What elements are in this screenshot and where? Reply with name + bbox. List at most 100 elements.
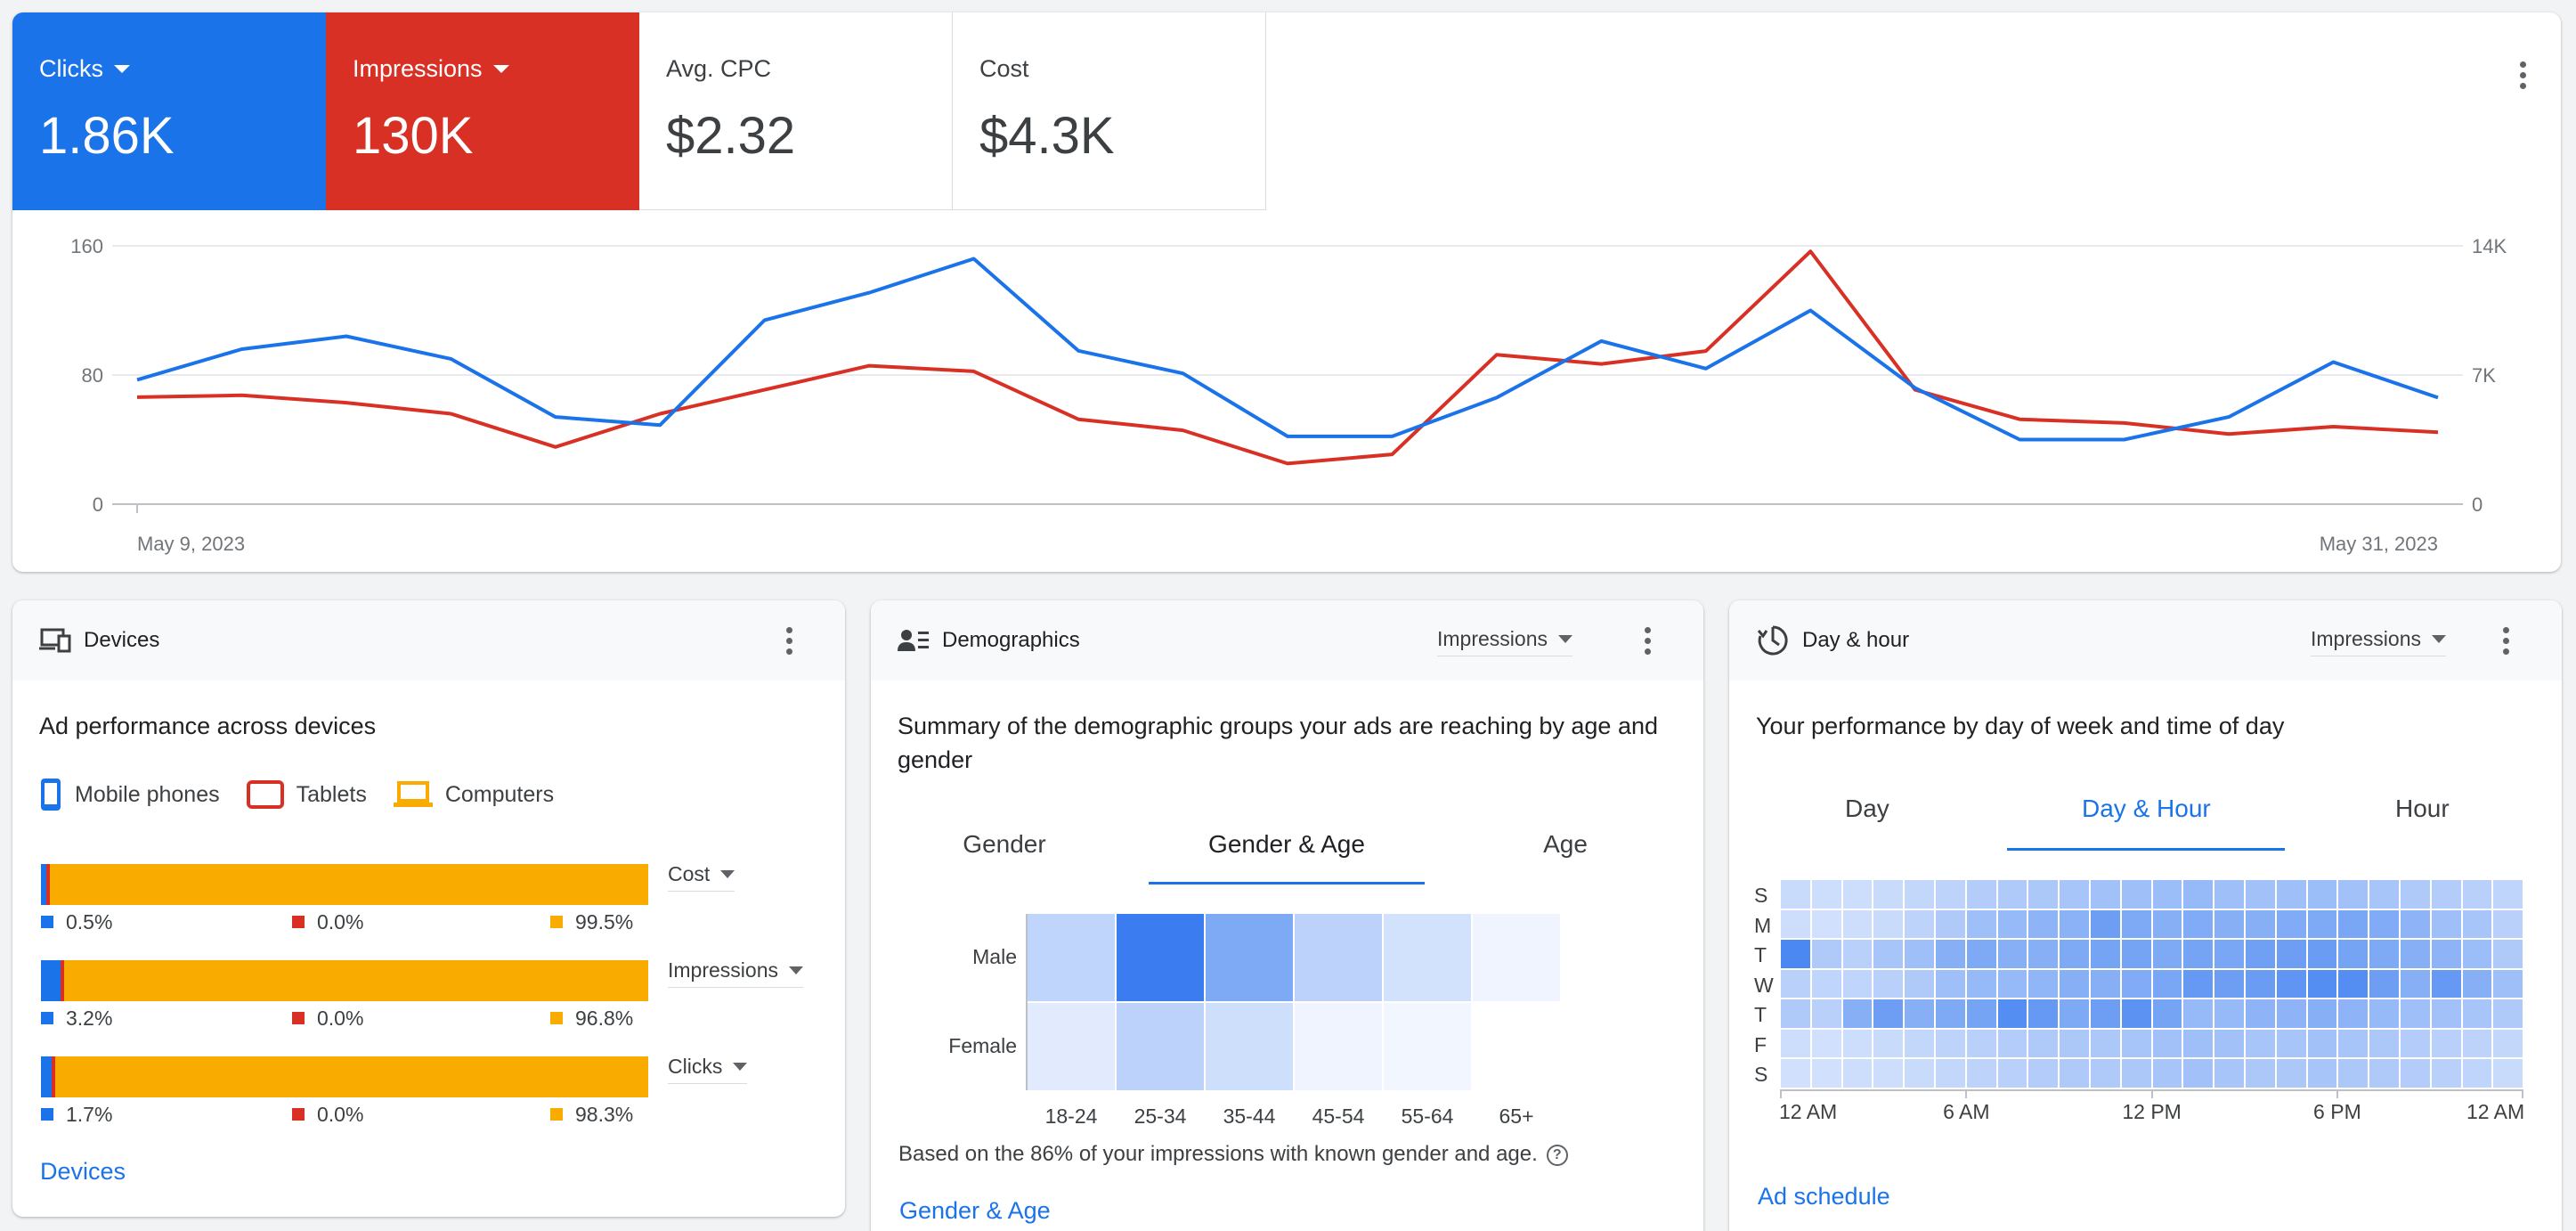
ad-schedule-link[interactable]: Ad schedule — [1758, 1183, 1890, 1210]
heatmap-cell[interactable] — [2246, 880, 2275, 909]
heatmap-cell[interactable] — [2214, 909, 2244, 938]
heatmap-cell[interactable] — [2401, 999, 2430, 1028]
heatmap-cell[interactable] — [1473, 914, 1560, 1001]
heatmap-cell[interactable] — [1028, 914, 1115, 1001]
heatmap-cell[interactable] — [2369, 969, 2399, 998]
heatmap-cell[interactable] — [1936, 909, 1965, 938]
heatmap-cell[interactable] — [1781, 1059, 1810, 1088]
heatmap-cell[interactable] — [2276, 969, 2306, 998]
heatmap-cell[interactable] — [2462, 999, 2492, 1028]
heatmap-cell[interactable] — [1473, 1003, 1560, 1090]
heatmap-cell[interactable] — [2369, 999, 2399, 1028]
heatmap-cell[interactable] — [2121, 999, 2151, 1028]
heatmap-cell[interactable] — [1028, 1003, 1115, 1090]
heatmap-cell[interactable] — [2246, 999, 2275, 1028]
heatmap-cell[interactable] — [2462, 909, 2492, 938]
heatmap-cell[interactable] — [1997, 880, 2027, 909]
heatmap-cell[interactable] — [2462, 969, 2492, 998]
heatmap-cell[interactable] — [2462, 880, 2492, 909]
heatmap-cell[interactable] — [2183, 999, 2214, 1028]
heatmap-cell[interactable] — [1781, 999, 1810, 1028]
heatmap-cell[interactable] — [2060, 1029, 2089, 1057]
heatmap-cell[interactable] — [2152, 909, 2182, 938]
heatmap-cell[interactable] — [1206, 1003, 1293, 1090]
heatmap-cell[interactable] — [2028, 940, 2059, 968]
heatmap-cell[interactable] — [2091, 1029, 2120, 1057]
heatmap-cell[interactable] — [1936, 940, 1965, 968]
heatmap-cell[interactable] — [1811, 880, 1841, 909]
heatmap-cell[interactable] — [2338, 969, 2369, 998]
heatmap-cell[interactable] — [2091, 909, 2120, 938]
heatmap-cell[interactable] — [2152, 969, 2182, 998]
heatmap-cell[interactable] — [2246, 909, 2275, 938]
heatmap-cell[interactable] — [1842, 940, 1873, 968]
heatmap-cell[interactable] — [2091, 940, 2120, 968]
heatmap-cell[interactable] — [1905, 880, 1934, 909]
heatmap-cell[interactable] — [1842, 1059, 1873, 1088]
heatmap-cell[interactable] — [1811, 1029, 1841, 1057]
heatmap-cell[interactable] — [1905, 999, 1934, 1028]
heatmap-cell[interactable] — [2121, 880, 2151, 909]
heatmap-cell[interactable] — [1936, 880, 1965, 909]
gender-age-link[interactable]: Gender & Age — [899, 1197, 1051, 1224]
metric-select[interactable]: Impressions — [2311, 627, 2446, 656]
heatmap-cell[interactable] — [2060, 940, 2089, 968]
heatmap-cell[interactable] — [1966, 969, 1996, 998]
heatmap-cell[interactable] — [1873, 940, 1904, 968]
heatmap-cell[interactable] — [1966, 1059, 1996, 1088]
heatmap-cell[interactable] — [2338, 909, 2369, 938]
heatmap-cell[interactable] — [1384, 914, 1471, 1001]
heatmap-cell[interactable] — [1873, 1029, 1904, 1057]
device-metric-select[interactable]: Impressions — [668, 958, 803, 988]
heatmap-cell[interactable] — [2369, 940, 2399, 968]
heatmap-cell[interactable] — [2338, 880, 2369, 909]
heatmap-cell[interactable] — [2431, 909, 2461, 938]
heatmap-cell[interactable] — [2493, 880, 2523, 909]
heatmap-cell[interactable] — [2338, 1029, 2369, 1057]
heatmap-cell[interactable] — [1206, 914, 1293, 1001]
heatmap-cell[interactable] — [1905, 909, 1934, 938]
heatmap-cell[interactable] — [1781, 880, 1810, 909]
heatmap-cell[interactable] — [2028, 909, 2059, 938]
heatmap-cell[interactable] — [2431, 969, 2461, 998]
heatmap-cell[interactable] — [2307, 940, 2337, 968]
heatmap-cell[interactable] — [2276, 909, 2306, 938]
heatmap-cell[interactable] — [1781, 1029, 1810, 1057]
heatmap-cell[interactable] — [2091, 999, 2120, 1028]
heatmap-cell[interactable] — [2276, 1029, 2306, 1057]
heatmap-cell[interactable] — [2121, 1029, 2151, 1057]
heatmap-cell[interactable] — [2338, 1059, 2369, 1088]
heatmap-cell[interactable] — [1936, 969, 1965, 998]
heatmap-cell[interactable] — [2369, 1029, 2399, 1057]
heatmap-cell[interactable] — [1842, 1029, 1873, 1057]
heatmap-cell[interactable] — [1781, 969, 1810, 998]
heatmap-cell[interactable] — [1997, 909, 2027, 938]
heatmap-cell[interactable] — [2307, 1029, 2337, 1057]
heatmap-cell[interactable] — [2307, 999, 2337, 1028]
heatmap-cell[interactable] — [1842, 880, 1873, 909]
heatmap-cell[interactable] — [2183, 1059, 2214, 1088]
heatmap-cell[interactable] — [2246, 1059, 2275, 1088]
heatmap-cell[interactable] — [2431, 1059, 2461, 1088]
heatmap-cell[interactable] — [2276, 940, 2306, 968]
more-vert-icon[interactable] — [2488, 623, 2523, 658]
heatmap-cell[interactable] — [2307, 909, 2337, 938]
metric-tile-clicks[interactable]: Clicks 1.86K — [12, 12, 326, 210]
heatmap-cell[interactable] — [1811, 940, 1841, 968]
heatmap-cell[interactable] — [2121, 969, 2151, 998]
heatmap-cell[interactable] — [1842, 909, 1873, 938]
heatmap-cell[interactable] — [2307, 880, 2337, 909]
heatmap-cell[interactable] — [2183, 909, 2214, 938]
heatmap-cell[interactable] — [2060, 969, 2089, 998]
heatmap-cell[interactable] — [2401, 969, 2430, 998]
heatmap-cell[interactable] — [1873, 909, 1904, 938]
devices-link[interactable]: Devices — [40, 1158, 126, 1185]
heatmap-cell[interactable] — [2121, 1059, 2151, 1088]
heatmap-cell[interactable] — [2493, 909, 2523, 938]
tab-gender[interactable]: Gender — [963, 830, 1046, 858]
heatmap-cell[interactable] — [2431, 940, 2461, 968]
heatmap-cell[interactable] — [2091, 880, 2120, 909]
heatmap-cell[interactable] — [2028, 1059, 2059, 1088]
heatmap-cell[interactable] — [2307, 969, 2337, 998]
device-metric-select[interactable]: Clicks — [668, 1055, 748, 1084]
